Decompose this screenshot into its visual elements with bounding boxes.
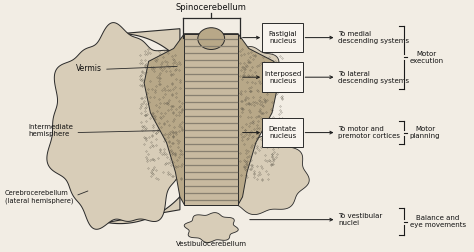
FancyBboxPatch shape bbox=[262, 23, 303, 52]
Text: To lateral
descending systems: To lateral descending systems bbox=[338, 71, 410, 84]
Polygon shape bbox=[47, 23, 196, 229]
Text: Vermis: Vermis bbox=[76, 64, 102, 73]
Text: Vestibulocerebellum: Vestibulocerebellum bbox=[176, 241, 247, 247]
FancyBboxPatch shape bbox=[262, 62, 303, 92]
Text: Dentate
nucleus: Dentate nucleus bbox=[269, 126, 297, 139]
Text: Spinocerebellum: Spinocerebellum bbox=[176, 3, 246, 12]
Text: Motor
planning: Motor planning bbox=[410, 126, 440, 139]
Text: To vestibular
nuclei: To vestibular nuclei bbox=[338, 213, 383, 226]
FancyBboxPatch shape bbox=[262, 118, 303, 147]
Text: Motor
execution: Motor execution bbox=[410, 51, 444, 64]
Text: Cerebrocerebellum
(lateral hemisphere): Cerebrocerebellum (lateral hemisphere) bbox=[5, 190, 73, 204]
Ellipse shape bbox=[198, 28, 225, 49]
Text: To motor and
premotor cortices: To motor and premotor cortices bbox=[338, 126, 400, 139]
Text: Intermediate
hemisphere: Intermediate hemisphere bbox=[28, 124, 73, 137]
Polygon shape bbox=[211, 136, 309, 215]
Text: Balance and
eye movements: Balance and eye movements bbox=[410, 215, 466, 228]
Text: Fastigial
nucleus: Fastigial nucleus bbox=[268, 31, 297, 44]
Polygon shape bbox=[107, 29, 206, 224]
Polygon shape bbox=[184, 213, 238, 242]
Text: To medial
descending systems: To medial descending systems bbox=[338, 31, 410, 44]
Text: Interposed
nucleus: Interposed nucleus bbox=[264, 71, 301, 84]
Polygon shape bbox=[219, 47, 284, 104]
FancyBboxPatch shape bbox=[184, 34, 238, 205]
Polygon shape bbox=[144, 34, 278, 205]
